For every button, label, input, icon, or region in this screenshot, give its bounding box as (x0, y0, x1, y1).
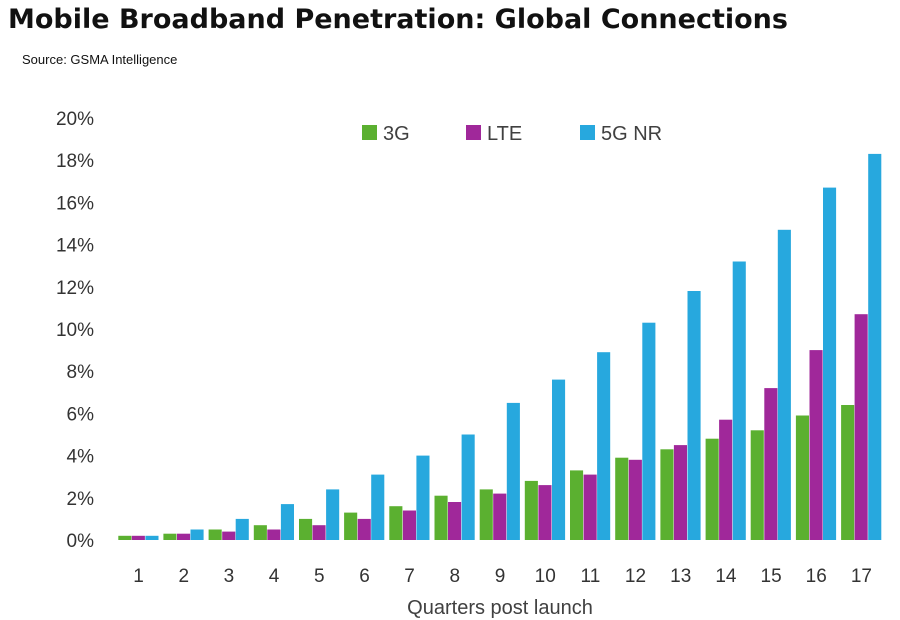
y-tick-label: 8% (67, 362, 95, 383)
bar-3g (434, 495, 448, 540)
bar-3g (615, 457, 629, 540)
y-tick-label: 20% (56, 109, 94, 130)
bar-5g-nr (777, 229, 791, 541)
bar-3g (524, 480, 538, 540)
legend-label: LTE (487, 123, 522, 145)
bar-lte (719, 419, 733, 540)
legend-label: 3G (383, 123, 410, 145)
x-tick-label: 11 (581, 566, 601, 587)
legend-label: 5G NR (601, 123, 662, 145)
bar-lte (493, 493, 507, 540)
y-tick-label: 4% (67, 447, 95, 468)
bar-lte (177, 533, 191, 540)
x-tick-label: 5 (314, 566, 325, 587)
bar-5g-nr (642, 322, 656, 540)
x-tick-label: 4 (269, 566, 280, 587)
bar-5g-nr (235, 518, 249, 540)
bars (118, 153, 882, 541)
x-axis: 1 2 3 4 5 6 7 8 9 10 11 12 13 14 15 16 17 (133, 566, 872, 587)
bar-lte (402, 510, 416, 540)
x-tick-label: 2 (179, 566, 190, 587)
bar-5g-nr (145, 535, 159, 540)
bar-5g-nr (416, 455, 430, 540)
bar-5g-nr (732, 261, 746, 540)
y-tick-label: 2% (67, 489, 95, 510)
y-tick-label: 12% (56, 278, 94, 299)
bar-3g (660, 449, 674, 540)
bar-3g (795, 415, 809, 540)
bar-5g-nr (326, 489, 340, 540)
bar-lte (764, 388, 778, 540)
bar-3g (344, 512, 358, 540)
bar-lte (222, 531, 236, 540)
bar-5g-nr (552, 379, 566, 540)
bar-lte (538, 485, 552, 540)
bar-3g (163, 533, 177, 540)
x-tick-label: 15 (761, 566, 782, 587)
bar-lte (448, 502, 462, 540)
chart-title: Mobile Broadband Penetration: Global Con… (8, 4, 788, 35)
bar-3g (299, 518, 313, 540)
bar-3g (705, 438, 719, 540)
x-tick-label: 17 (851, 566, 872, 587)
bar-lte (673, 445, 687, 540)
x-tick-label: 7 (404, 566, 415, 587)
bar-3g (208, 529, 222, 540)
chart-source: Source: GSMA Intelligence (22, 52, 178, 67)
bar-3g (389, 506, 403, 540)
bar-5g-nr (190, 529, 204, 540)
bar-5g-nr (687, 291, 701, 540)
bar-3g (118, 535, 132, 540)
legend-swatch (362, 125, 377, 140)
x-tick-label: 6 (359, 566, 370, 587)
bar-lte (357, 518, 371, 540)
bar-5g-nr (461, 434, 475, 540)
x-tick-label: 16 (806, 566, 827, 587)
y-tick-label: 16% (56, 193, 94, 214)
bar-5g-nr (823, 187, 837, 540)
bar-5g-nr (280, 504, 294, 540)
bar-3g (570, 470, 584, 540)
bar-lte (131, 535, 145, 540)
legend-swatch (580, 125, 595, 140)
x-tick-label: 3 (224, 566, 235, 587)
x-tick-label: 1 (133, 566, 144, 587)
y-tick-label: 14% (56, 236, 94, 257)
y-axis: 0% 2% 4% 6% 8% 10% 12% 14% 16% 18% 20% (56, 109, 94, 552)
bar-5g-nr (868, 153, 882, 540)
bar-5g-nr (597, 352, 611, 540)
bar-lte (267, 529, 281, 540)
x-tick-label: 10 (535, 566, 556, 587)
bar-3g (841, 405, 855, 540)
bar-lte (583, 474, 597, 540)
x-tick-label: 8 (450, 566, 461, 587)
x-axis-label: Quarters post launch (407, 597, 593, 619)
x-tick-label: 14 (715, 566, 737, 587)
x-tick-label: 12 (625, 566, 646, 587)
bar-5g-nr (506, 402, 520, 540)
bar-lte (854, 314, 868, 540)
y-tick-label: 0% (67, 531, 95, 552)
bar-5g-nr (371, 474, 385, 540)
legend: 3G LTE 5G NR (362, 123, 662, 145)
y-tick-label: 10% (56, 320, 94, 341)
bar-lte (312, 525, 326, 540)
x-tick-label: 9 (495, 566, 506, 587)
bar-lte (809, 350, 823, 540)
x-tick-label: 13 (670, 566, 691, 587)
bar-3g (253, 525, 267, 540)
bar-lte (628, 459, 642, 540)
y-tick-label: 18% (56, 151, 94, 172)
legend-swatch (466, 125, 481, 140)
bar-3g (479, 489, 493, 540)
bar-3g (750, 430, 764, 540)
y-tick-label: 6% (67, 404, 95, 425)
